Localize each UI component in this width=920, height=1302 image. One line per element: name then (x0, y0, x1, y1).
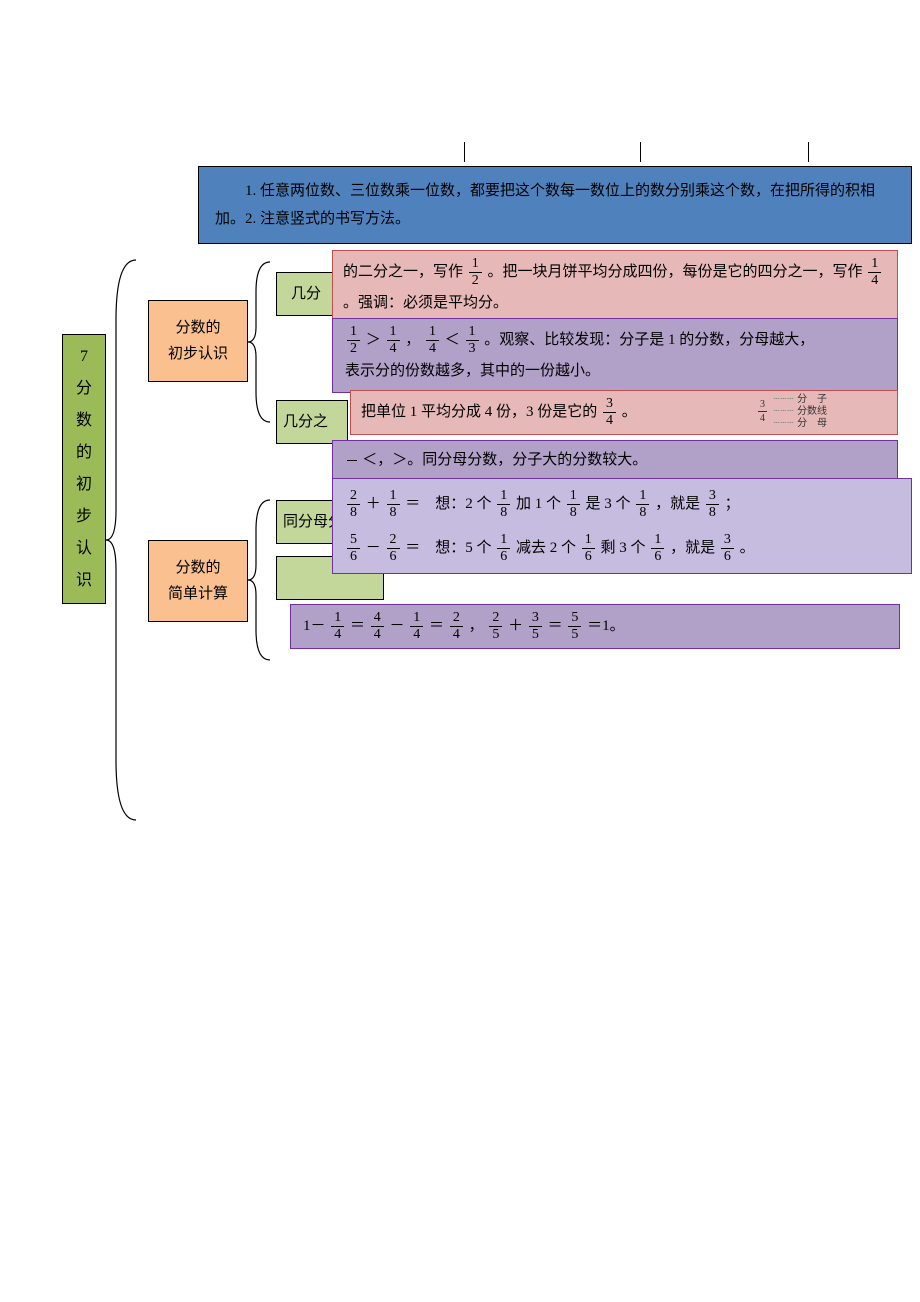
fraction-blank (347, 445, 357, 476)
legend-num-label: 分 子 (797, 394, 827, 405)
brace-root (106, 260, 146, 820)
leaf-label: 几分 (291, 286, 321, 302)
root-char: 识 (63, 565, 105, 597)
fraction-legend: 3 4 ┄┄┄ 分 子 ┄┄┄ 分数线 ┄┄┄ 分 母 (758, 394, 888, 430)
text: 表示分的份数越多，其中的一份越小。 (345, 356, 885, 386)
leaf-label: 几分之 (283, 414, 328, 430)
pink-box-half: 的二分之一，写作 12 。把一块月饼平均分成四份，每份是它的四分之一，写作 14… (332, 250, 898, 325)
lav-bottom-box: 1－ 14 ＝ 44 － 14 ＝ 24 ， 25 ＋ 35 ＝ 55 ＝1。 (290, 604, 900, 649)
sub-box-calc: 分数的 简单计算 (148, 540, 248, 622)
root-char: 步 (63, 501, 105, 533)
sub-line: 初步认识 (153, 341, 243, 367)
sub-line: 简单计算 (153, 581, 243, 607)
sub-box-intro: 分数的 初步认识 (148, 300, 248, 382)
text: ＜，＞。同分母分数，分子大的分数较大。 (362, 452, 647, 468)
op: ＜ (445, 332, 460, 348)
diagram-root: 7 分 数 的 初 步 认 识 分数的 初步认识 分数的 简单计算 几分 几分之… (0, 0, 920, 1302)
brace-sub2 (248, 500, 278, 660)
root-char: 数 (63, 405, 105, 437)
lav-worked-box: 28 ＋ 18 ＝ 想：2 个 18 加 1 个 18 是 3 个 18 ，就是… (332, 478, 912, 574)
op: ＞ (366, 332, 381, 348)
text: 。强调：必须是平均分。 (343, 295, 508, 311)
lav-compare-box: 12 ＞ 14 ， 14 ＜ 13 。观察、比较发现：分子是 1 的分数，分母越… (332, 318, 898, 393)
lav-same-denom: ＜，＞。同分母分数，分子大的分数较大。 (332, 440, 898, 481)
root-char: 认 (63, 533, 105, 565)
text: 。把一块月饼平均分成四份，每份是它的四分之一，写作 (488, 264, 863, 280)
root-char: 7 (63, 341, 105, 373)
fraction: 13 (466, 325, 479, 356)
worked-line-2: 56 － 26 ＝ 想：5 个 16 减去 2 个 16 剩 3 个 16 ，就… (345, 531, 899, 565)
fraction-half: 12 (469, 257, 482, 288)
root-char: 的 (63, 437, 105, 469)
sub-line: 分数的 (153, 555, 243, 581)
root-title-box: 7 分 数 的 初 步 认 识 (62, 334, 106, 604)
root-char: 初 (63, 469, 105, 501)
legend-den-label: 分 母 (797, 418, 827, 429)
leaf-jifen: 几分 (276, 272, 336, 316)
brace-sub1 (248, 262, 278, 422)
text: 的二分之一，写作 (343, 264, 463, 280)
sub-line: 分数的 (153, 315, 243, 341)
text: 。观察、比较发现：分子是 1 的分数，分母越大， (484, 332, 814, 348)
tick (640, 142, 641, 162)
text: 把单位 1 平均分成 4 份，3 份是它的 (361, 404, 597, 420)
tick (464, 142, 465, 162)
blue-text: 1. 任意两位数、三位数乘一位数，都要把这个数每一数位上的数分别乘这个数，在把所… (215, 183, 875, 227)
text: 。 (622, 404, 637, 420)
fraction: 14 (387, 325, 400, 356)
fraction: 12 (347, 325, 360, 356)
fraction: 14 (426, 325, 439, 356)
worked-line-1: 28 ＋ 18 ＝ 想：2 个 18 加 1 个 18 是 3 个 18 ，就是… (345, 487, 899, 521)
blue-note-box: 1. 任意两位数、三位数乘一位数，都要把这个数每一数位上的数分别乘这个数，在把所… (198, 166, 912, 244)
leaf-jifenzhi: 几分之 (276, 400, 348, 444)
root-char: 分 (63, 373, 105, 405)
fraction-34: 34 (603, 397, 616, 428)
tick (808, 142, 809, 162)
legend-frac: 3 4 (758, 399, 767, 425)
sep: ， (405, 332, 420, 348)
fraction-14: 14 (868, 257, 881, 288)
legend-line-label: 分数线 (797, 406, 827, 417)
